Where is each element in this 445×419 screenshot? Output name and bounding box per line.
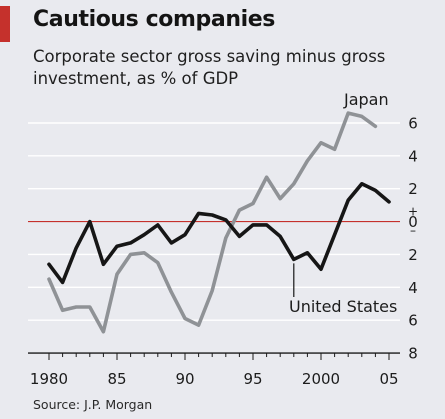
y-tick-label: 2 <box>408 246 418 264</box>
series-labels: Japan United States <box>289 90 397 316</box>
y-sign-plus: + <box>408 205 418 219</box>
y-tick-label: 8 <box>408 345 418 363</box>
y-tick-label: 0 <box>408 213 418 231</box>
japan-label: Japan <box>343 90 389 109</box>
y-tick-label: 6 <box>408 312 418 330</box>
x-tick-label: 90 <box>175 370 194 388</box>
y-tick-labels: 6 4 2 0 2 4 6 8 + – <box>408 115 418 363</box>
y-tick-label: 4 <box>408 279 418 297</box>
x-tick-label: 2000 <box>302 370 340 388</box>
chart-subtitle: Corporate sector gross saving minus gros… <box>33 47 386 88</box>
x-tick-label: 85 <box>107 370 126 388</box>
x-tick-label: 05 <box>379 370 398 388</box>
united-states-label: United States <box>289 297 397 316</box>
chart-title: Cautious companies <box>33 7 275 32</box>
y-sign-minus: – <box>410 224 416 238</box>
x-tick-label: 95 <box>243 370 262 388</box>
x-tick-labels: 1980 85 90 95 2000 05 <box>30 370 399 388</box>
x-tick-label: 1980 <box>30 370 68 388</box>
accent-bar <box>0 6 10 42</box>
series-lines <box>47 111 391 334</box>
united-states-line <box>47 182 391 285</box>
japan-line <box>47 111 378 334</box>
y-tick-label: 4 <box>408 147 418 165</box>
y-tick-label: 2 <box>408 180 418 198</box>
y-tick-label: 6 <box>408 115 418 133</box>
chart-source: Source: J.P. Morgan <box>33 397 153 412</box>
